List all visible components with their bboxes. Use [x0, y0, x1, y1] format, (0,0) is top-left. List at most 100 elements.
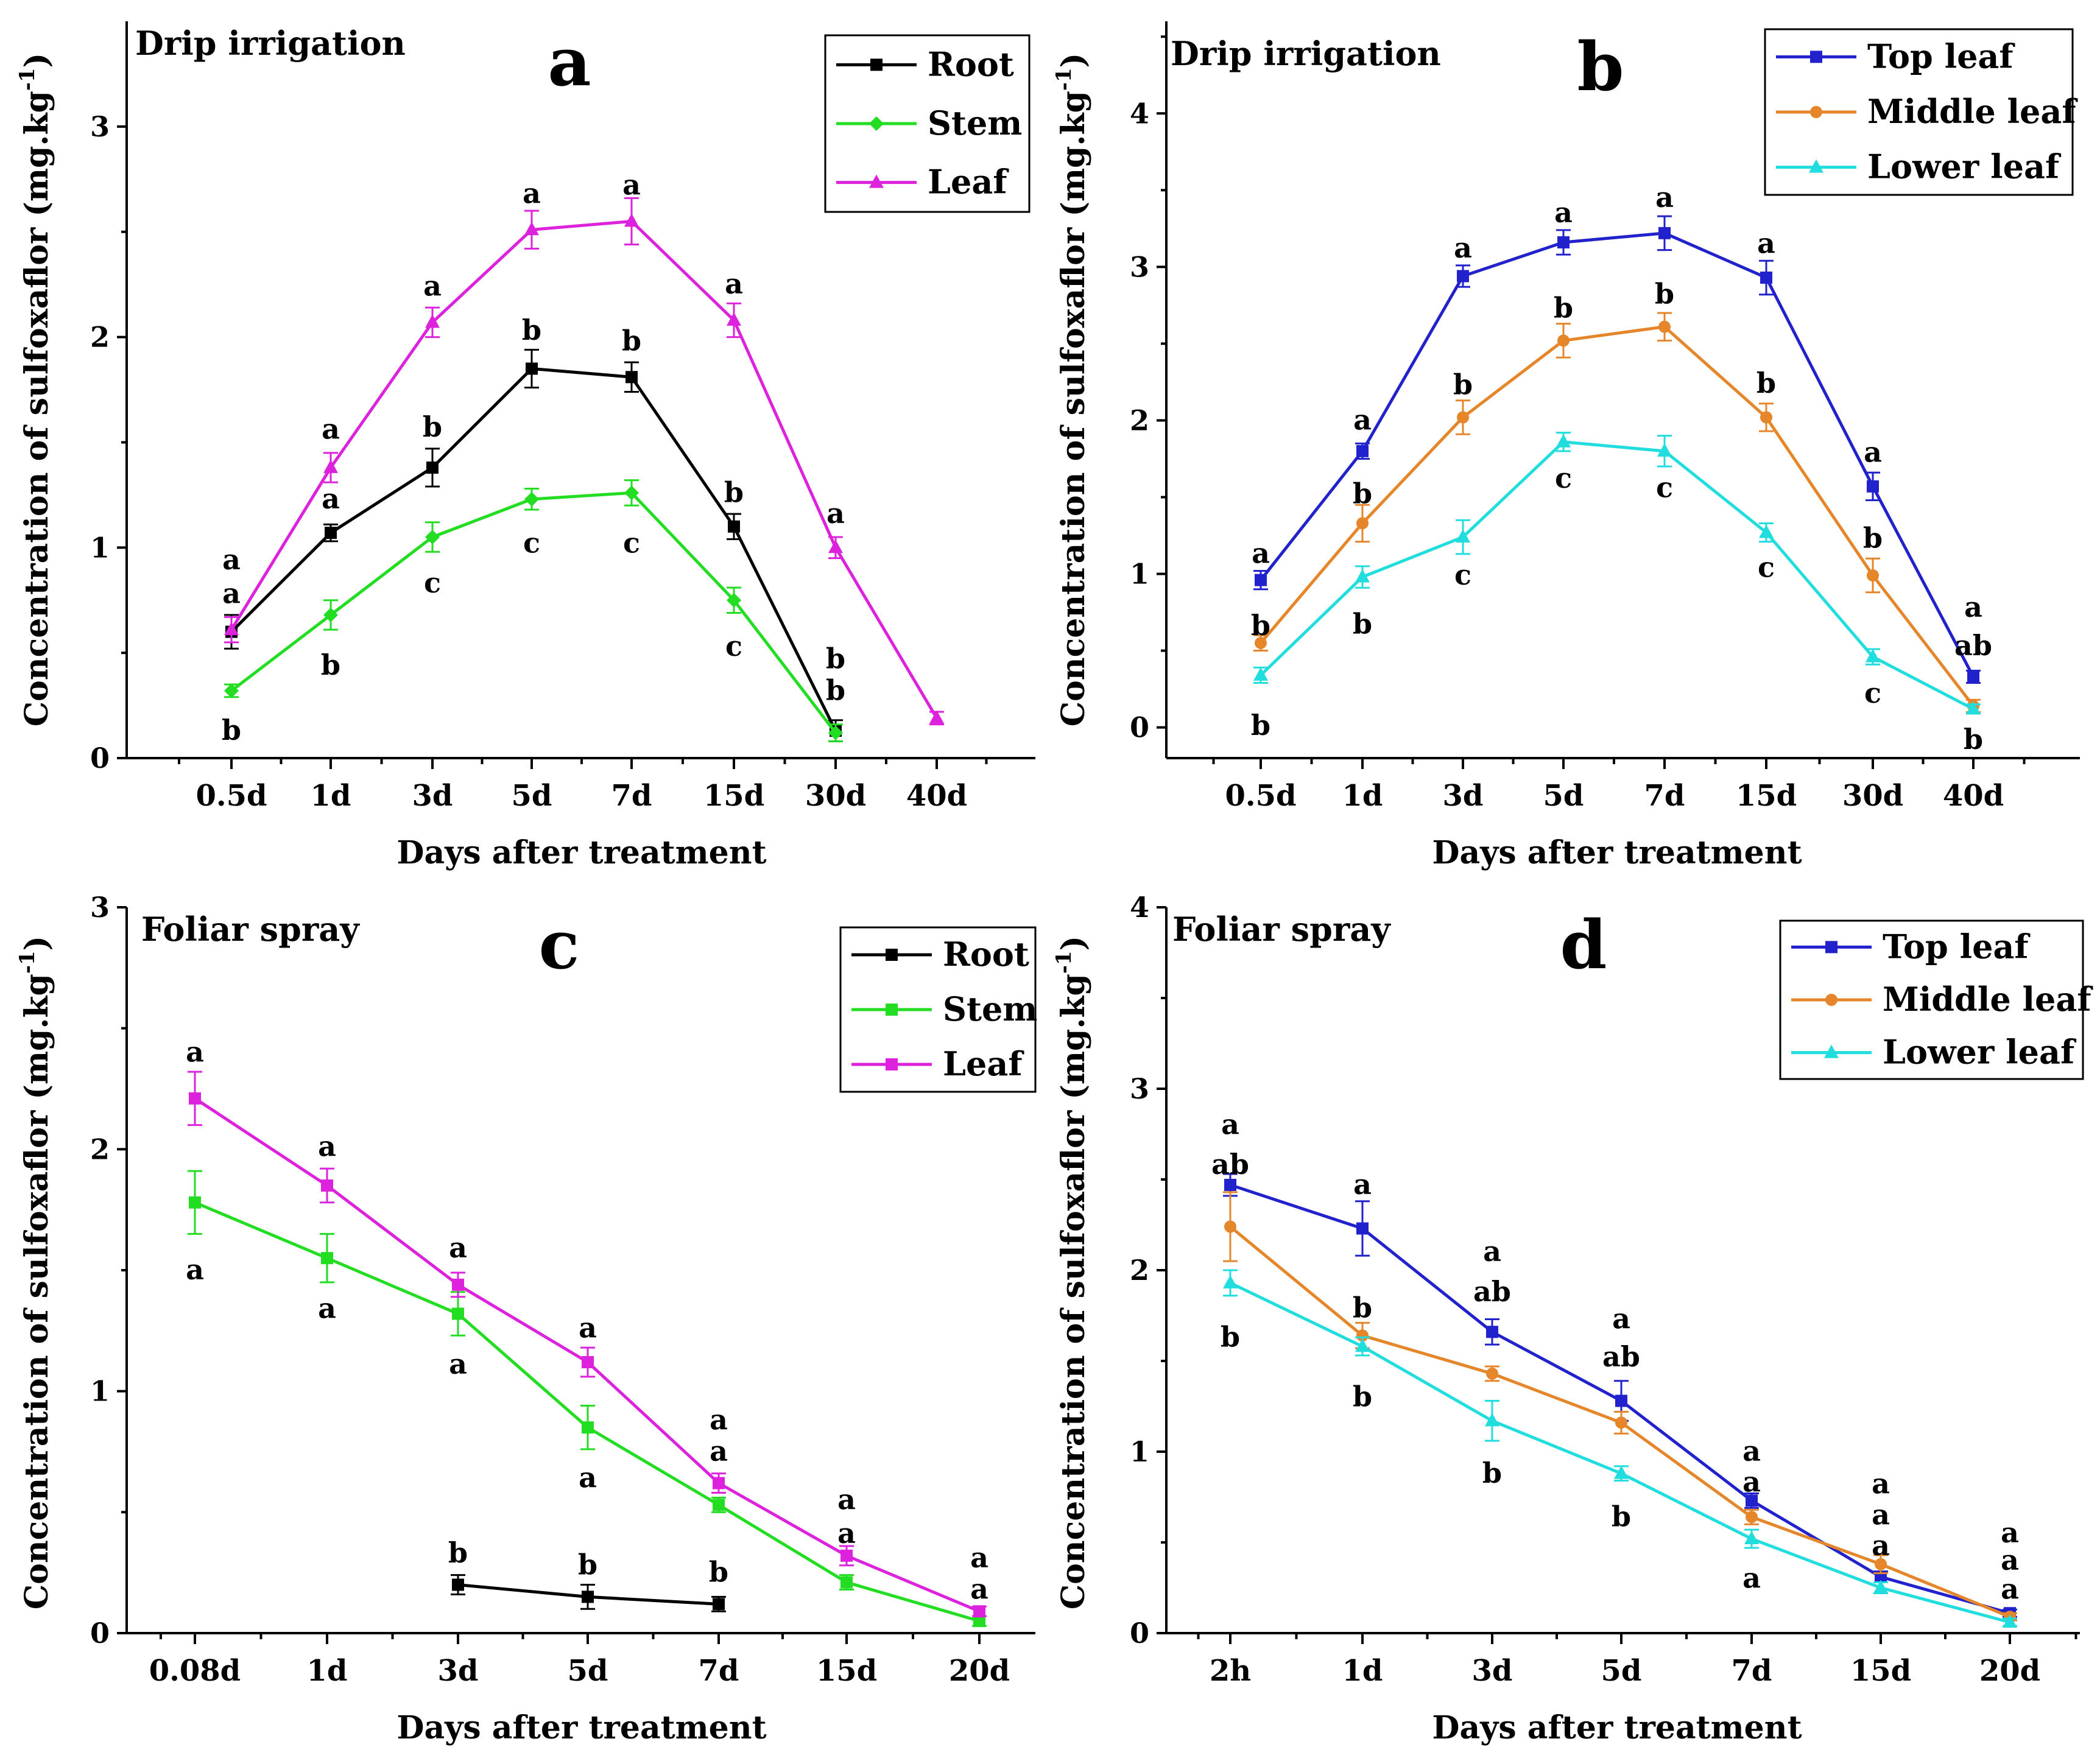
- x-axis-title: Days after treatment: [1432, 1709, 1802, 1746]
- significance-letter: c: [1454, 558, 1471, 591]
- legend-label: Middle leaf: [1867, 92, 2078, 131]
- data-point: [325, 527, 337, 540]
- significance-letter: ab: [1473, 1275, 1511, 1308]
- x-tick-label: 0.5d: [1225, 779, 1296, 813]
- legend-label: Middle leaf: [1883, 980, 2093, 1019]
- significance-letter: a: [1252, 537, 1270, 570]
- data-point: [189, 1196, 201, 1209]
- significance-letter: ab: [1602, 1340, 1640, 1373]
- data-point: [727, 592, 741, 608]
- data-point: [929, 710, 944, 724]
- y-tick-label: 1: [1130, 558, 1149, 591]
- panel-letter: c: [539, 905, 580, 984]
- x-tick-label: 7d: [1644, 779, 1685, 813]
- y-tick-label: 2: [1130, 404, 1149, 437]
- y-axis-title-superscript: -1: [15, 951, 40, 974]
- significance-letter: a: [318, 1292, 336, 1325]
- panel-letter: b: [1577, 27, 1624, 106]
- y-axis-title-superscript: -1: [15, 68, 40, 91]
- series-stem: [224, 479, 843, 742]
- y-tick-label: 2: [1130, 1254, 1149, 1287]
- significance-letter: a: [186, 1035, 204, 1068]
- significance-letter: c: [424, 566, 441, 599]
- legend-swatch-marker: [886, 949, 898, 961]
- significance-letter: a: [826, 497, 845, 530]
- x-tick-label: 3d: [1472, 1654, 1513, 1688]
- y-tick-label: 1: [90, 531, 110, 564]
- x-tick-label: 1d: [311, 779, 351, 813]
- significance-letter: b: [1453, 368, 1473, 401]
- data-point: [524, 491, 539, 507]
- data-point: [1615, 1394, 1627, 1407]
- legend-label: Leaf: [928, 163, 1009, 202]
- legend-label: Leaf: [943, 1044, 1024, 1083]
- data-point: [224, 683, 239, 698]
- data-point: [713, 1499, 725, 1511]
- y-axis-title-main: Concentration of sulfoxaflor (mg.kg: [1055, 91, 1092, 726]
- data-point: [224, 622, 239, 636]
- y-tick-label: 0: [1130, 1617, 1149, 1650]
- significance-letter: b: [1756, 367, 1776, 399]
- series-lower-leaf: [1253, 432, 1981, 715]
- y-axis-title-main: Concentration of sulfoxaflor (mg.kg: [1055, 974, 1092, 1609]
- data-point: [625, 371, 638, 384]
- series-lower-leaf: [1223, 1269, 2017, 1628]
- y-axis-title-close: ): [18, 53, 55, 68]
- x-tick-label: 3d: [438, 1654, 479, 1688]
- panel-letter: d: [1560, 905, 1607, 984]
- significance-letter: b: [724, 476, 744, 508]
- significance-letter: a: [222, 577, 241, 610]
- significance-letter: a: [1353, 1168, 1372, 1201]
- significance-letter: a: [523, 177, 541, 209]
- data-point: [1356, 517, 1369, 530]
- significance-letter: a: [449, 1348, 467, 1380]
- data-point: [452, 1278, 464, 1291]
- data-point: [1486, 1367, 1498, 1380]
- data-point: [582, 1421, 594, 1434]
- data-point: [582, 1591, 594, 1603]
- x-axis-title: Days after treatment: [396, 834, 766, 871]
- significance-letter: a: [579, 1461, 597, 1494]
- series-top-leaf: [1223, 1173, 2017, 1620]
- legend-swatch-marker: [1825, 941, 1838, 954]
- legend-swatch-marker: [869, 116, 884, 131]
- significance-letter: a: [318, 1130, 336, 1162]
- y-tick-label: 3: [1130, 1072, 1149, 1105]
- data-point: [323, 459, 338, 473]
- data-point: [524, 222, 539, 236]
- y-axis-title-main: Concentration of sulfoxaflor (mg.kg: [18, 974, 55, 1609]
- significance-letter: a: [222, 543, 241, 576]
- x-tick-label: 5d: [1601, 1654, 1642, 1688]
- series-root: [451, 1574, 726, 1612]
- significance-letter: a: [837, 1483, 856, 1516]
- y-axis-title-close: ): [1055, 936, 1092, 951]
- legend-swatch-marker: [1824, 1044, 1839, 1058]
- x-tick-label: 7d: [699, 1654, 739, 1688]
- significance-letter: a: [1353, 403, 1372, 436]
- panel-c: 0 1 2 3 0.08d 1d 3d 5d 7d 15d 20d Days after treatm…: [15, 891, 1037, 1746]
- data-point: [727, 312, 741, 326]
- condition-label: Foliar spray: [1172, 910, 1391, 949]
- data-point: [323, 607, 338, 622]
- data-point: [321, 1179, 333, 1192]
- condition-label: Foliar spray: [141, 910, 360, 949]
- y-tick-label: 4: [1130, 891, 1149, 924]
- significance-letter: a: [1872, 1467, 1890, 1500]
- y-tick-label: 0: [1130, 711, 1149, 744]
- significance-letter: a: [1964, 591, 1982, 624]
- significance-letter: b: [1221, 1320, 1240, 1353]
- significance-letter: a: [2001, 1544, 2019, 1576]
- x-tick-label: 15d: [703, 779, 764, 813]
- x-tick-label: 1d: [307, 1654, 348, 1688]
- significance-letter: b: [321, 649, 340, 681]
- data-point: [582, 1355, 594, 1368]
- data-point: [1867, 569, 1879, 582]
- legend-swatch-marker: [1810, 106, 1822, 118]
- significance-letter: b: [522, 314, 541, 346]
- legend-label: Stem: [943, 989, 1037, 1028]
- data-point: [1966, 701, 1981, 715]
- y-axis-title-close: ): [18, 936, 55, 951]
- data-point: [1967, 670, 1979, 683]
- significance-letter: a: [1742, 1562, 1761, 1595]
- significance-letter: ab: [1211, 1148, 1249, 1181]
